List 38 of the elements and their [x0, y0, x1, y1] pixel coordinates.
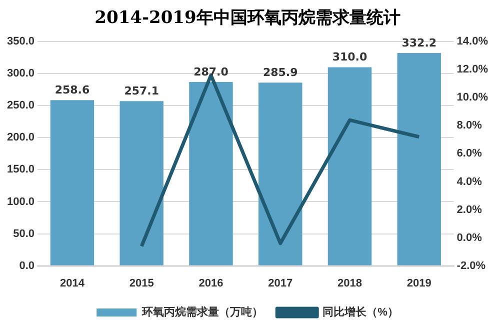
y-tick-label: 0.0 [19, 260, 35, 272]
y2-tick-label: -2.0% [456, 260, 486, 272]
y2-tick-label: 10.0% [456, 92, 488, 104]
legend-label: 环氧丙烷需求量（万吨） [141, 306, 264, 319]
x-tick-label: 2019 [406, 277, 432, 290]
bar [189, 82, 233, 266]
x-tick-label: 2016 [198, 277, 224, 290]
y-tick-label: 100.0 [6, 196, 35, 208]
y2-tick-label: 4.0% [456, 176, 482, 188]
y2-tick-label: 0.0% [456, 232, 482, 244]
bar [397, 53, 441, 266]
x-tick-label: 2015 [129, 277, 154, 290]
y2-tick-label: 14.0% [456, 36, 488, 48]
x-tick-label: 2014 [60, 277, 86, 290]
y-tick-label: 300.0 [6, 68, 35, 80]
data-label: 287.0 [194, 65, 229, 78]
data-label: 258.6 [54, 84, 90, 97]
y2-tick-label: 12.0% [456, 64, 488, 76]
legend-label: 同比增长（%） [322, 306, 398, 319]
y-tick-label: 250.0 [6, 100, 35, 112]
bar [50, 100, 94, 266]
y2-tick-label: 2.0% [456, 204, 482, 216]
chart-title: 2014-2019年中国环氧丙烷需求量统计 [94, 7, 402, 30]
bar [258, 82, 302, 266]
y2-tick-label: 6.0% [456, 148, 482, 160]
x-tick-label: 2018 [337, 277, 362, 290]
data-label: 332.2 [402, 36, 437, 50]
data-label: 310.0 [332, 50, 368, 64]
y-tick-label: 200.0 [6, 132, 35, 144]
y-tick-label: 150.0 [6, 164, 35, 176]
bar [120, 101, 164, 266]
y-tick-label: 350.0 [6, 36, 35, 48]
x-tick-label: 2017 [268, 277, 293, 290]
y2-tick-label: 8.0% [456, 120, 482, 132]
data-label: 257.1 [124, 84, 159, 98]
data-label: 285.9 [262, 66, 298, 80]
y-tick-label: 50.0 [13, 228, 35, 240]
bar [328, 67, 372, 266]
